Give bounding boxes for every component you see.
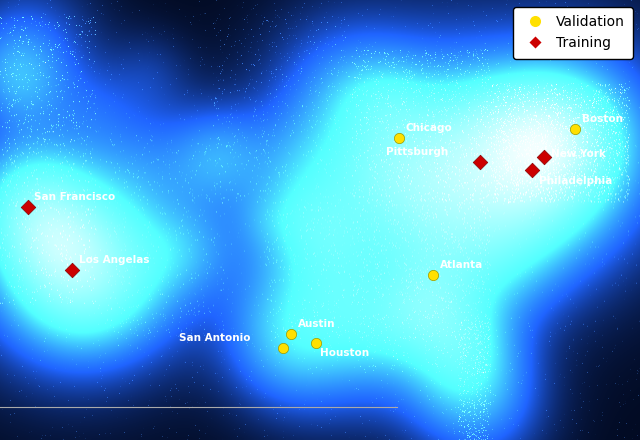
Text: San Antonio: San Antonio (179, 334, 250, 343)
Text: Houston: Houston (320, 348, 369, 359)
Text: Austin: Austin (298, 319, 335, 329)
Text: Atlanta: Atlanta (440, 260, 483, 270)
Text: Pittsburgh: Pittsburgh (386, 147, 448, 157)
Point (67, 266, 77, 273)
Text: New York: New York (551, 149, 605, 159)
Point (428, 271, 438, 279)
Point (527, 167, 537, 174)
Point (285, 330, 296, 337)
Point (539, 154, 549, 161)
Text: Philadelphia: Philadelphia (539, 176, 612, 186)
Text: Chicago: Chicago (406, 123, 452, 133)
Legend: Validation, Training: Validation, Training (513, 7, 633, 59)
Point (22, 203, 33, 210)
Point (311, 339, 321, 346)
Point (394, 134, 404, 141)
Point (570, 126, 580, 133)
Text: Boston: Boston (582, 114, 623, 125)
Text: San Francisco: San Francisco (35, 192, 116, 202)
Point (475, 158, 485, 165)
Text: Los Angelas: Los Angelas (79, 255, 150, 265)
Point (278, 345, 288, 352)
